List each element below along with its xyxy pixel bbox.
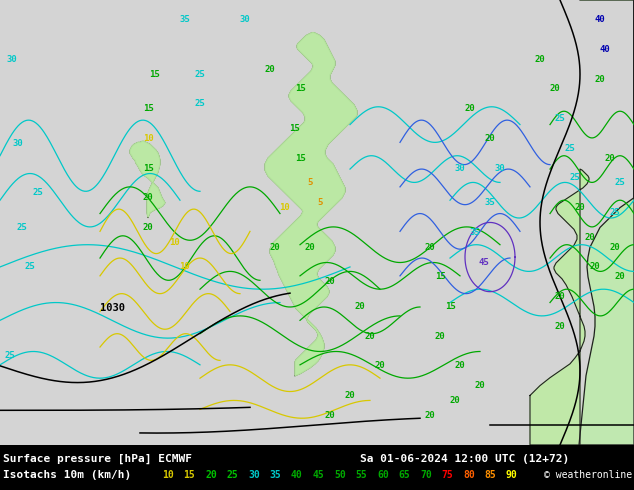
Text: Surface pressure [hPa] ECMWF: Surface pressure [hPa] ECMWF bbox=[3, 454, 192, 464]
Text: 40: 40 bbox=[595, 15, 605, 24]
Text: 25: 25 bbox=[226, 470, 238, 480]
Text: 75: 75 bbox=[441, 470, 453, 480]
Text: 20: 20 bbox=[143, 193, 153, 202]
Text: 15: 15 bbox=[143, 164, 153, 172]
Polygon shape bbox=[265, 33, 357, 376]
Text: 20: 20 bbox=[425, 411, 436, 420]
Text: Isotachs 10m (km/h): Isotachs 10m (km/h) bbox=[3, 470, 131, 480]
Text: 15: 15 bbox=[295, 154, 306, 163]
Text: 20: 20 bbox=[205, 470, 217, 480]
Text: 25: 25 bbox=[555, 114, 566, 123]
Text: 20: 20 bbox=[365, 332, 375, 341]
Text: 20: 20 bbox=[465, 104, 476, 113]
Text: 25: 25 bbox=[565, 144, 576, 153]
Text: 35: 35 bbox=[484, 198, 495, 207]
Text: 20: 20 bbox=[585, 233, 595, 242]
Text: 85: 85 bbox=[484, 470, 496, 480]
Text: 25: 25 bbox=[4, 351, 15, 361]
Text: 15: 15 bbox=[435, 272, 445, 281]
Text: 25: 25 bbox=[195, 99, 205, 108]
Text: 20: 20 bbox=[325, 277, 335, 286]
Text: 90: 90 bbox=[506, 470, 518, 480]
Text: 20: 20 bbox=[605, 154, 616, 163]
Text: 15: 15 bbox=[143, 104, 153, 113]
Text: 20: 20 bbox=[435, 332, 445, 341]
Text: 15: 15 bbox=[444, 302, 455, 311]
Text: 20: 20 bbox=[590, 263, 600, 271]
Text: 25: 25 bbox=[32, 188, 43, 197]
Text: 5: 5 bbox=[307, 178, 313, 187]
Text: 5: 5 bbox=[317, 198, 323, 207]
Polygon shape bbox=[265, 33, 357, 376]
Text: 30: 30 bbox=[240, 15, 250, 24]
Text: 45: 45 bbox=[313, 470, 324, 480]
Text: 25: 25 bbox=[195, 70, 205, 79]
Text: 20: 20 bbox=[555, 292, 566, 301]
Text: 15: 15 bbox=[290, 124, 301, 133]
Text: 70: 70 bbox=[420, 470, 432, 480]
Text: 20: 20 bbox=[264, 65, 275, 74]
Text: 10: 10 bbox=[162, 470, 174, 480]
Text: 20: 20 bbox=[555, 322, 566, 331]
Text: 25: 25 bbox=[25, 263, 36, 271]
Text: 30: 30 bbox=[6, 55, 17, 64]
Text: 25: 25 bbox=[16, 223, 27, 232]
Text: 30: 30 bbox=[455, 164, 465, 172]
Text: 40: 40 bbox=[600, 45, 611, 54]
Text: 20: 20 bbox=[484, 134, 495, 143]
Text: 50: 50 bbox=[334, 470, 346, 480]
Text: 30: 30 bbox=[495, 164, 505, 172]
Text: 1030: 1030 bbox=[100, 303, 125, 314]
Text: 20: 20 bbox=[143, 223, 153, 232]
Text: 20: 20 bbox=[304, 243, 315, 252]
Text: 20: 20 bbox=[455, 361, 465, 370]
Text: 20: 20 bbox=[354, 302, 365, 311]
Text: 30: 30 bbox=[13, 139, 23, 148]
Text: 35: 35 bbox=[470, 228, 481, 237]
Text: 20: 20 bbox=[475, 381, 486, 390]
Text: 10: 10 bbox=[170, 238, 181, 247]
Text: Sa 01-06-2024 12:00 UTC (12+72): Sa 01-06-2024 12:00 UTC (12+72) bbox=[360, 454, 569, 464]
Polygon shape bbox=[579, 0, 634, 445]
Text: 55: 55 bbox=[356, 470, 367, 480]
Text: 20: 20 bbox=[375, 361, 385, 370]
Text: 20: 20 bbox=[550, 84, 560, 94]
Text: 15: 15 bbox=[183, 470, 195, 480]
Text: 20: 20 bbox=[574, 203, 585, 212]
Text: 20: 20 bbox=[534, 55, 545, 64]
Text: 20: 20 bbox=[450, 396, 460, 405]
Text: 20: 20 bbox=[610, 243, 621, 252]
Text: 25: 25 bbox=[614, 178, 625, 187]
Polygon shape bbox=[130, 142, 165, 218]
Text: 10: 10 bbox=[143, 134, 153, 143]
Text: 20: 20 bbox=[614, 272, 625, 281]
Text: 20: 20 bbox=[269, 243, 280, 252]
Text: 20: 20 bbox=[325, 411, 335, 420]
Polygon shape bbox=[130, 142, 165, 218]
Text: 30: 30 bbox=[248, 470, 260, 480]
Text: 20: 20 bbox=[425, 243, 436, 252]
Text: 65: 65 bbox=[399, 470, 410, 480]
Text: 10: 10 bbox=[179, 263, 190, 271]
Text: © weatheronline.co.uk: © weatheronline.co.uk bbox=[544, 470, 634, 480]
Text: 25: 25 bbox=[569, 173, 580, 182]
Text: 60: 60 bbox=[377, 470, 389, 480]
Text: 45: 45 bbox=[479, 258, 489, 267]
Text: 10: 10 bbox=[280, 203, 290, 212]
Polygon shape bbox=[530, 169, 589, 445]
Text: 15: 15 bbox=[150, 70, 160, 79]
Text: 15: 15 bbox=[295, 84, 306, 94]
Text: 20: 20 bbox=[345, 391, 356, 400]
Text: 35: 35 bbox=[269, 470, 281, 480]
Text: 40: 40 bbox=[291, 470, 303, 480]
Text: 80: 80 bbox=[463, 470, 475, 480]
Text: 35: 35 bbox=[179, 15, 190, 24]
Text: 20: 20 bbox=[595, 74, 605, 84]
Text: 25: 25 bbox=[610, 208, 621, 217]
